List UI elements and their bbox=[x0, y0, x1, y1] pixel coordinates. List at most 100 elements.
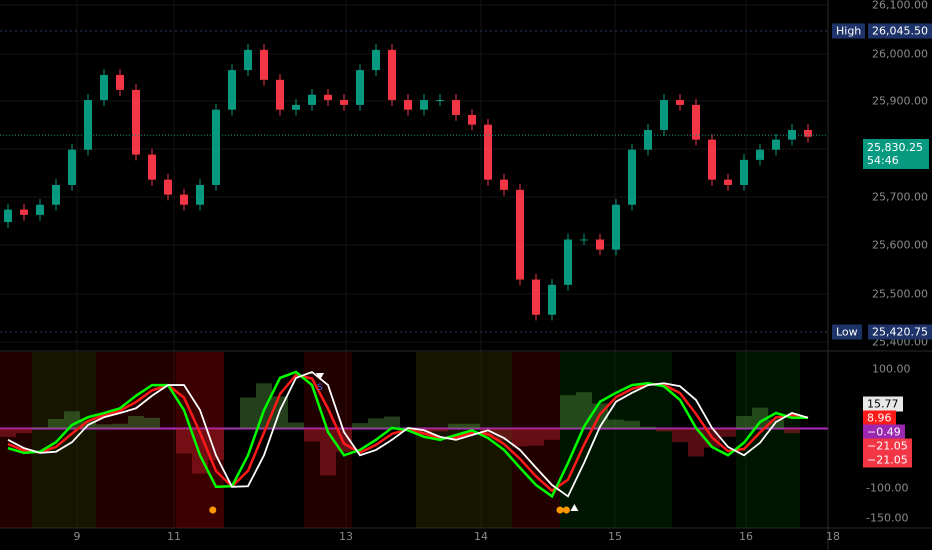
histogram-bar bbox=[288, 422, 304, 429]
histogram-bar bbox=[432, 428, 448, 432]
candle-body bbox=[260, 49, 268, 80]
price-tick: 26,000.00 bbox=[872, 47, 928, 61]
candle-body bbox=[356, 70, 364, 105]
white-signal-line bbox=[7, 370, 809, 498]
candle-body bbox=[404, 100, 412, 110]
candle-body bbox=[756, 149, 764, 160]
candle-body bbox=[212, 109, 220, 185]
osc-tick: -150.00 bbox=[866, 511, 909, 525]
histogram-bar bbox=[304, 428, 320, 442]
date-label: 14 bbox=[474, 530, 488, 543]
date-label: 18 bbox=[826, 530, 840, 543]
candle-body bbox=[708, 139, 716, 180]
green-line bbox=[7, 370, 808, 499]
candle-body bbox=[196, 184, 204, 205]
signal-zone bbox=[96, 352, 176, 528]
candle-body bbox=[580, 239, 588, 241]
candle-body bbox=[148, 154, 156, 180]
candle-body bbox=[52, 184, 60, 205]
candle-body bbox=[164, 179, 172, 195]
histogram-bar bbox=[656, 428, 672, 432]
candle-body bbox=[68, 149, 76, 185]
histogram-bar bbox=[208, 428, 224, 461]
histogram-bar bbox=[48, 418, 64, 429]
histogram-bar bbox=[608, 419, 624, 429]
histogram-bar bbox=[496, 428, 512, 441]
sell-label: S bbox=[317, 383, 323, 393]
price-tick: 25,700.00 bbox=[872, 190, 928, 204]
histogram-bar bbox=[384, 416, 400, 429]
histogram-bar bbox=[736, 416, 752, 429]
signal-dot bbox=[562, 506, 570, 514]
price-tick: 26,100.00 bbox=[872, 0, 928, 12]
histogram-bar bbox=[352, 423, 368, 429]
histogram-bar bbox=[224, 427, 240, 429]
histogram-bar bbox=[448, 423, 464, 429]
candle-body bbox=[116, 74, 124, 90]
candle-body bbox=[740, 159, 748, 185]
candle-body bbox=[628, 149, 636, 205]
price-tick: 25,500.00 bbox=[872, 287, 928, 301]
osc-value-label: −0.49 bbox=[863, 424, 905, 440]
candle-body bbox=[548, 284, 556, 315]
candle-body bbox=[36, 204, 44, 215]
date-label: 11 bbox=[167, 530, 181, 543]
date-label: 9 bbox=[73, 530, 81, 543]
bar-countdown: 54:46 bbox=[867, 154, 899, 167]
candle-body bbox=[692, 104, 700, 140]
histogram-bar bbox=[720, 428, 736, 437]
histogram-bar bbox=[128, 416, 144, 429]
candle-body bbox=[180, 194, 188, 205]
candle-body bbox=[436, 100, 444, 102]
candle-body bbox=[564, 239, 572, 285]
candle-body bbox=[676, 100, 684, 105]
candle-body bbox=[292, 104, 300, 110]
candle-body bbox=[276, 79, 284, 110]
osc-value-label: −21.05 bbox=[863, 452, 912, 468]
date-label: 13 bbox=[339, 530, 353, 543]
candle-body bbox=[4, 209, 12, 223]
low-value: 25,420.75 bbox=[868, 324, 932, 340]
histogram-bar bbox=[464, 423, 480, 429]
candle-body bbox=[500, 179, 508, 190]
signal-dot bbox=[209, 506, 217, 514]
histogram-bar bbox=[256, 383, 272, 429]
histogram-bar bbox=[560, 395, 576, 429]
candle-body bbox=[644, 129, 652, 150]
high-value: 26,045.50 bbox=[868, 23, 932, 39]
candle-body bbox=[20, 209, 28, 215]
histogram-bar bbox=[416, 428, 432, 436]
candle-body bbox=[100, 74, 108, 101]
histogram-bar bbox=[624, 420, 640, 429]
candle-body bbox=[324, 94, 332, 101]
histogram-bar bbox=[368, 418, 384, 429]
candle-body bbox=[724, 179, 732, 185]
candle-body bbox=[468, 115, 476, 125]
histogram-bar bbox=[672, 428, 688, 443]
histogram-bar bbox=[0, 428, 16, 437]
candle-body bbox=[244, 49, 252, 71]
candle-body bbox=[308, 94, 316, 105]
price-tick: 25,600.00 bbox=[872, 238, 928, 252]
osc-value-label: −21.05 bbox=[863, 438, 912, 454]
histogram-bar bbox=[320, 428, 336, 476]
candle-body bbox=[516, 189, 524, 280]
histogram-bar bbox=[480, 428, 496, 437]
histogram-bar bbox=[544, 428, 560, 440]
candle-body bbox=[772, 139, 780, 150]
price-tick: 25,900.00 bbox=[872, 94, 928, 108]
histogram-bar bbox=[768, 419, 784, 429]
candle-body bbox=[660, 100, 668, 130]
candle-body bbox=[420, 100, 428, 110]
signal-zone bbox=[0, 352, 32, 528]
histogram-bar bbox=[528, 428, 544, 446]
histogram-bar bbox=[688, 428, 704, 457]
histogram-bar bbox=[576, 392, 592, 429]
candle-body bbox=[532, 279, 540, 315]
candle-body bbox=[228, 70, 236, 110]
osc-value-label: 8.96 bbox=[863, 410, 896, 426]
histogram-bar bbox=[144, 417, 160, 429]
osc-tick: 100.00 bbox=[872, 362, 911, 376]
